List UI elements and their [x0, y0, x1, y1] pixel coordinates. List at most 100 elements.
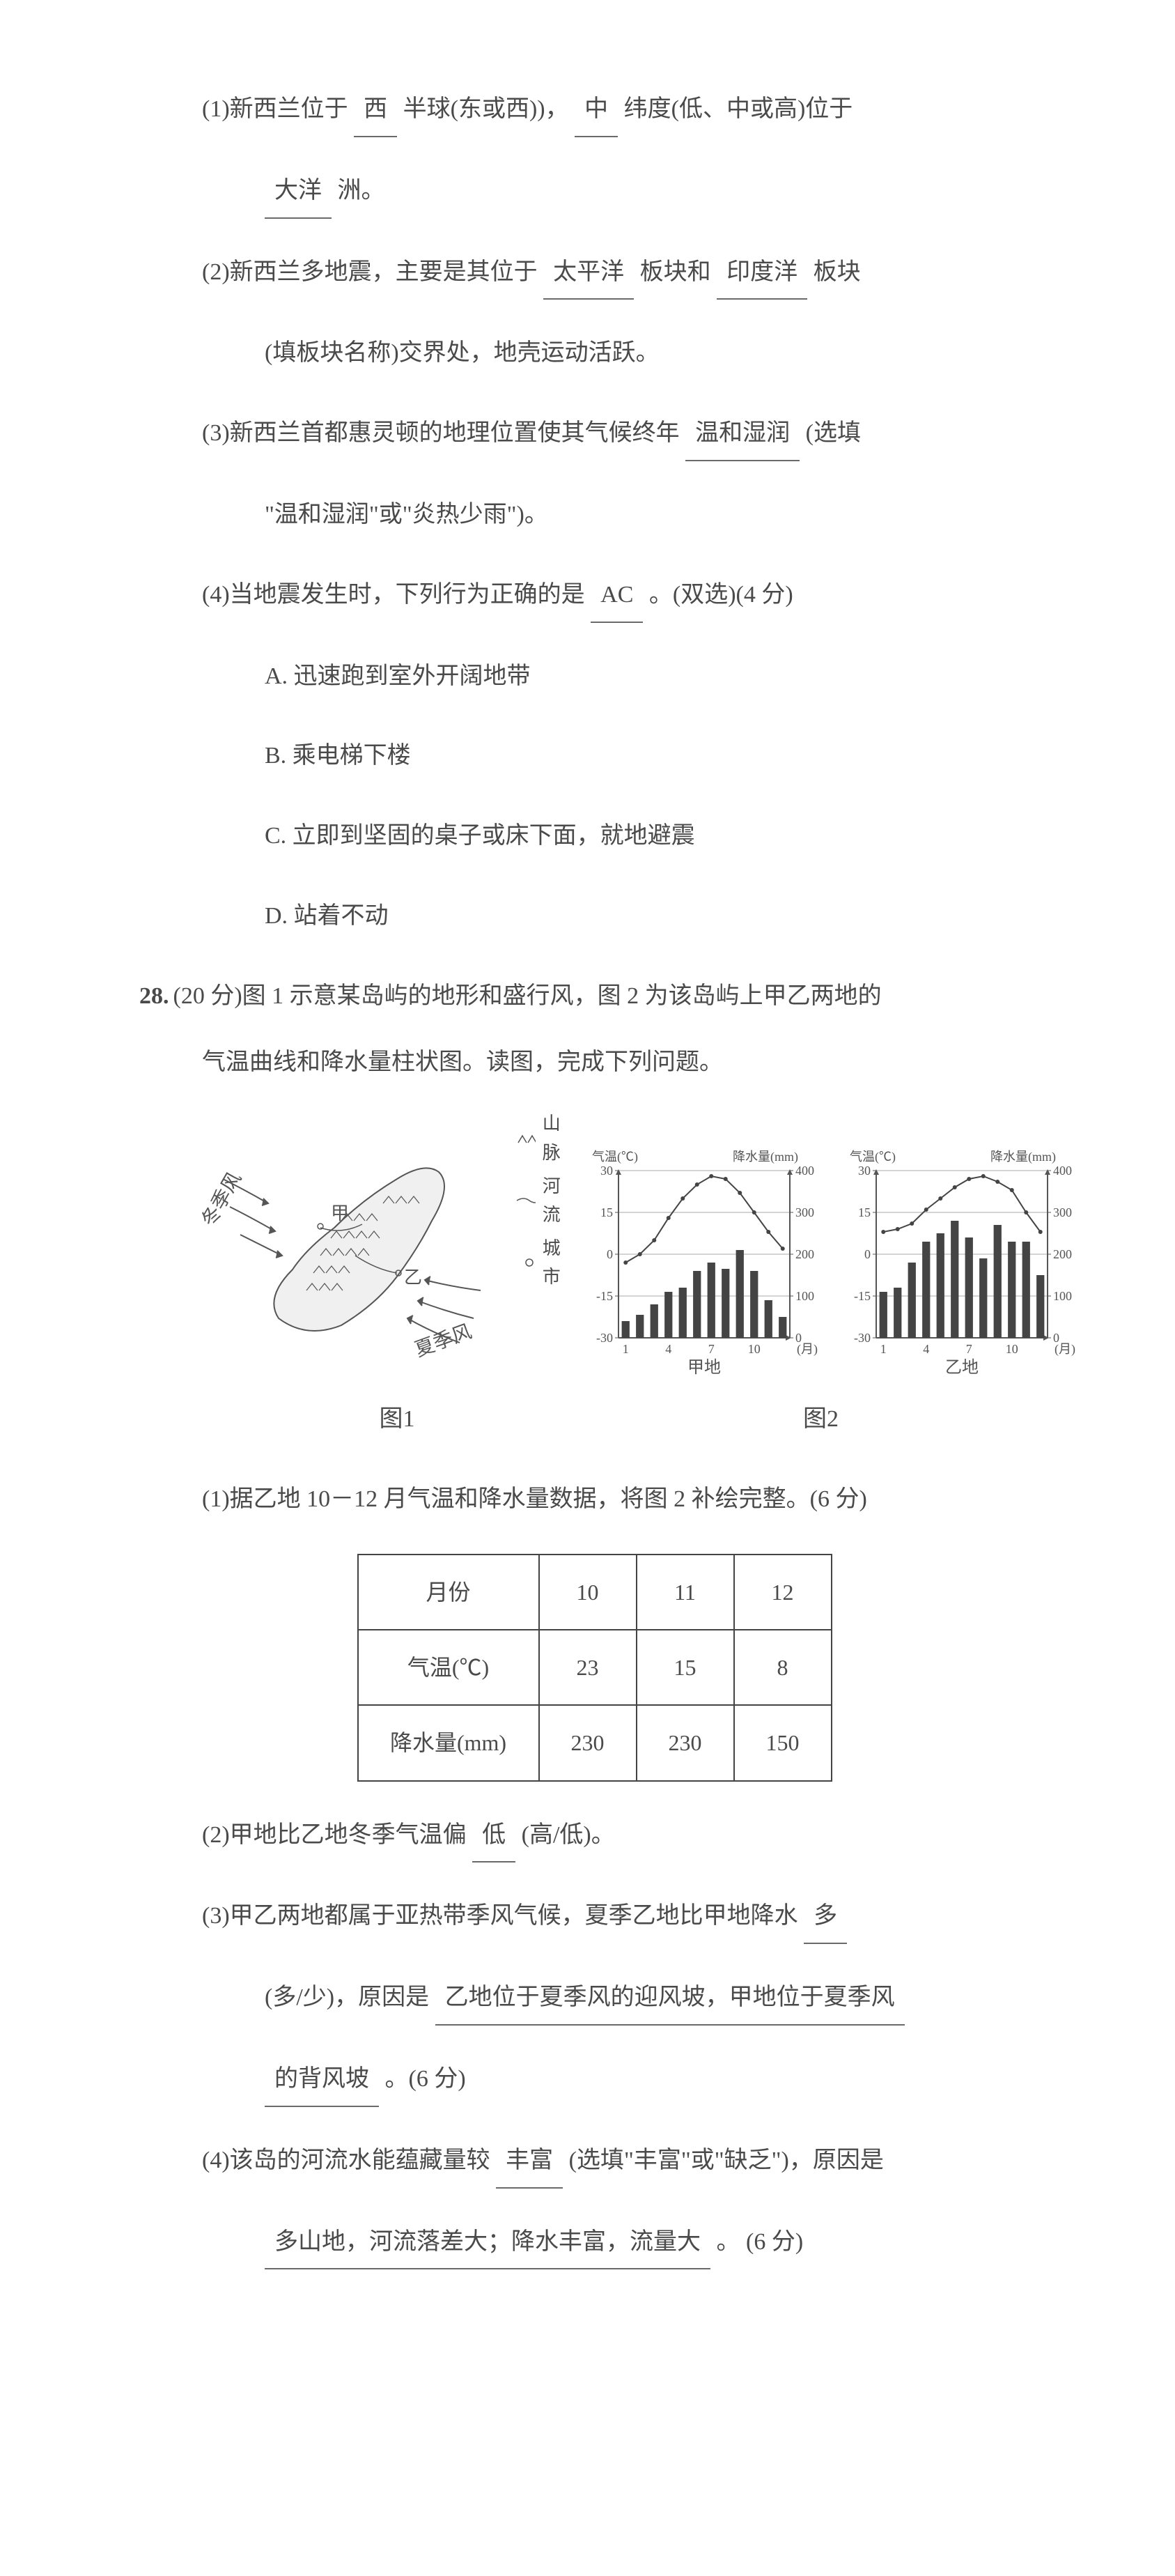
- text: (2)甲地比乙地冬季气温偏: [202, 1822, 467, 1848]
- chart-jia: 气温(℃)降水量(mm)-30-150153001002003004001471…: [582, 1143, 826, 1380]
- svg-text:15: 15: [858, 1205, 871, 1219]
- chart-jia-svg: 气温(℃)降水量(mm)-30-150153001002003004001471…: [582, 1143, 826, 1380]
- text: 。(6 分): [385, 2066, 466, 2092]
- q27-sub2-line2: (填板块名称)交界处，地壳运动活跃。: [139, 327, 1050, 380]
- q27-optD: D. 站着不动: [139, 890, 1050, 943]
- svg-text:400: 400: [1053, 1164, 1072, 1178]
- td: 230: [539, 1705, 637, 1780]
- svg-text:-15: -15: [854, 1289, 871, 1303]
- map-label-jia: 甲: [331, 1203, 349, 1224]
- legend-mountain-label: 山脉: [543, 1109, 568, 1167]
- svg-text:-30: -30: [854, 1331, 871, 1345]
- text: (选填: [806, 420, 861, 446]
- legend-city-label: 城市: [543, 1234, 568, 1292]
- svg-text:200: 200: [1053, 1247, 1072, 1261]
- svg-text:(月): (月): [797, 1342, 818, 1357]
- legend-mountain: 山脉: [515, 1109, 568, 1167]
- blank-hydro-reason: 多山地，河流落差大；降水丰富，流量大: [265, 2216, 710, 2270]
- svg-text:15: 15: [600, 1205, 613, 1219]
- svg-text:100: 100: [795, 1289, 814, 1303]
- svg-text:300: 300: [795, 1205, 814, 1219]
- svg-text:10: 10: [748, 1342, 761, 1356]
- winter-wind-label: 冬季风: [202, 1169, 246, 1231]
- svg-text:甲地: 甲地: [687, 1358, 721, 1377]
- q27-sub3-line2: "温和湿润"或"炎热少雨")。: [139, 489, 1050, 541]
- blank-hydro: 丰富: [496, 2135, 563, 2189]
- svg-text:降水量(mm): 降水量(mm): [733, 1150, 798, 1164]
- q27-optA: A. 迅速跑到室外开阔地带: [139, 651, 1050, 703]
- th-precip: 降水量(mm): [358, 1705, 539, 1780]
- svg-text:1: 1: [623, 1342, 629, 1356]
- text: (选填"丰富"或"缺乏")，原因是: [569, 2147, 884, 2173]
- th-temp: 气温(℃): [358, 1630, 539, 1705]
- q28-sub3-line2: (多/少)，原因是 乙地位于夏季风的迎风坡，甲地位于夏季风: [139, 1972, 1050, 2026]
- q27-sub1: (1)新西兰位于 西 半球(东或西))， 中 纬度(低、中或高)位于: [139, 84, 1050, 137]
- text: (4)该岛的河流水能蕴藏量较: [202, 2147, 490, 2173]
- svg-text:降水量(mm): 降水量(mm): [990, 1150, 1056, 1164]
- map-figure: 甲 乙 冬季风 夏季风: [202, 1123, 501, 1380]
- td: 12: [734, 1555, 832, 1630]
- text: 板块和: [640, 259, 711, 285]
- q28-sub2: (2)甲地比乙地冬季气温偏 低 (高/低)。: [139, 1810, 1050, 1863]
- text: (2)新西兰多地震，主要是其位于: [202, 259, 538, 285]
- blank-latitude: 中: [575, 84, 618, 137]
- text: "温和湿润"或"炎热少雨")。: [265, 502, 548, 527]
- svg-text:30: 30: [858, 1164, 871, 1178]
- svg-text:200: 200: [795, 1247, 814, 1261]
- legend-river: 河流: [515, 1172, 568, 1230]
- svg-text:0: 0: [607, 1247, 613, 1261]
- figure-row: 甲 乙 冬季风 夏季风: [139, 1109, 1050, 1380]
- fig2-caption: 图2: [592, 1394, 1050, 1446]
- table-row: 降水量(mm) 230 230 150: [358, 1705, 832, 1780]
- blank-precip-compare: 多: [804, 1890, 847, 1944]
- text: (4)当地震发生时，下列行为正确的是: [202, 582, 585, 608]
- text: 纬度(低、中或高)位于: [624, 96, 853, 122]
- text: 。(双选)(4 分): [649, 582, 793, 608]
- svg-text:1: 1: [880, 1342, 887, 1356]
- svg-text:100: 100: [1053, 1289, 1072, 1303]
- chart-yi: 气温(℃)降水量(mm)-30-150153001002003004001471…: [840, 1143, 1084, 1380]
- svg-text:气温(℃): 气温(℃): [592, 1150, 638, 1164]
- svg-text:(月): (月): [1055, 1342, 1075, 1357]
- svg-text:乙地: 乙地: [945, 1358, 979, 1377]
- legend-city: 城市: [515, 1234, 568, 1292]
- text: (1)新西兰位于: [202, 96, 348, 122]
- svg-text:4: 4: [665, 1342, 671, 1356]
- text: 洲。: [338, 178, 385, 203]
- td: 230: [637, 1705, 734, 1780]
- th-month: 月份: [358, 1555, 539, 1630]
- text: 半球(东或西))，: [403, 96, 569, 122]
- blank-hemisphere: 西: [354, 84, 397, 137]
- svg-text:-30: -30: [596, 1331, 613, 1345]
- blank-reason1: 乙地位于夏季风的迎风坡，甲地位于夏季风: [435, 1972, 905, 2026]
- q27-sub2: (2)新西兰多地震，主要是其位于 太平洋 板块和 印度洋 板块: [139, 247, 1050, 300]
- svg-text:4: 4: [923, 1342, 929, 1356]
- svg-text:400: 400: [795, 1164, 814, 1178]
- text: 板块: [814, 259, 861, 285]
- blank-climate: 温和湿润: [685, 408, 800, 461]
- table-row: 月份 10 11 12: [358, 1555, 832, 1630]
- q28-header-line2: 气温曲线和降水量柱状图。读图，完成下列问题。: [139, 1037, 1050, 1089]
- text: (高/低)。: [522, 1822, 615, 1848]
- td: 11: [637, 1555, 734, 1630]
- svg-text:气温(℃): 气温(℃): [850, 1150, 896, 1164]
- svg-text:7: 7: [966, 1342, 972, 1356]
- svg-text:-15: -15: [596, 1289, 613, 1303]
- q27-optC: C. 立即到坚固的桌子或床下面，就地避震: [139, 810, 1050, 863]
- map-label-yi: 乙: [404, 1267, 422, 1288]
- q28-sub4-line1: (4)该岛的河流水能蕴藏量较 丰富 (选填"丰富"或"缺乏")，原因是: [139, 2135, 1050, 2189]
- blank-plate1: 太平洋: [543, 247, 634, 300]
- q28-sub3-line1: (3)甲乙两地都属于亚热带季风气候，夏季乙地比甲地降水 多: [139, 1890, 1050, 1944]
- blank-plate2: 印度洋: [717, 247, 807, 300]
- q28-number: 28.: [139, 971, 169, 1023]
- svg-text:10: 10: [1006, 1342, 1018, 1356]
- figure-captions: 图1 图2: [139, 1394, 1050, 1446]
- q28-sub4-line2: 多山地，河流落差大；降水丰富，流量大 。 (6 分): [139, 2216, 1050, 2270]
- island-map-svg: 甲 乙 冬季风 夏季风: [202, 1123, 501, 1360]
- exam-page: (1)新西兰位于 西 半球(东或西))， 中 纬度(低、中或高)位于 大洋 洲。…: [0, 0, 1175, 2576]
- text: (填板块名称)交界处，地壳运动活跃。: [265, 340, 660, 366]
- svg-text:300: 300: [1053, 1205, 1072, 1219]
- text: (3)新西兰首都惠灵顿的地理位置使其气候终年: [202, 420, 680, 446]
- svg-text:7: 7: [708, 1342, 715, 1356]
- svg-text:30: 30: [600, 1164, 613, 1178]
